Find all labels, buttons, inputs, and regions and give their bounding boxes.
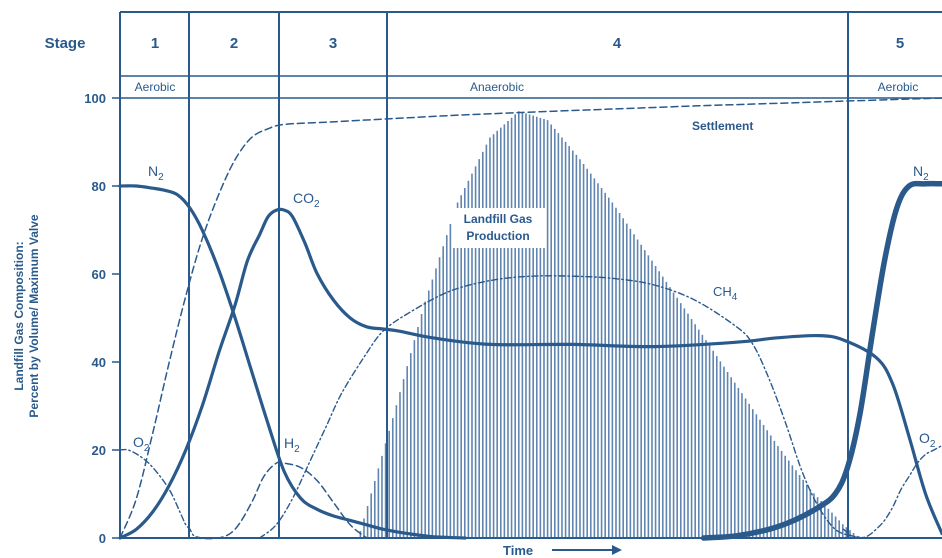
series-line-co2: [118, 207, 942, 540]
ch4-label: CH4: [713, 284, 738, 303]
series-line-o2: [842, 444, 942, 539]
time-arrow-head: [612, 545, 622, 555]
h2-label: H2: [284, 435, 300, 455]
n2-right-label: N2: [913, 163, 929, 183]
production-label-line1: Landfill Gas: [464, 212, 533, 226]
series-line-ch4: [259, 275, 869, 539]
o2-left-label: O2: [133, 434, 150, 454]
chart-frame: [119, 11, 942, 539]
y-axis-title-line2: Percent by Volume/ Maximum Valve: [27, 214, 41, 418]
production-bars: [359, 111, 858, 538]
condition-anaerobic: Anaerobic: [470, 80, 524, 94]
stage-1-label: 1: [151, 35, 159, 52]
time-arrow-icon: [552, 545, 622, 555]
series-line-n2: [118, 184, 467, 540]
stage-4-label: 4: [613, 35, 622, 52]
series-line-settlement: [119, 97, 942, 539]
y-tick-label: 40: [92, 355, 106, 370]
stage-header: Stage: [45, 35, 86, 52]
y-tick-label: 0: [99, 531, 106, 546]
condition-aerobic-end: Aerobic: [878, 80, 919, 94]
settlement-label: Settlement: [692, 119, 753, 133]
production-label-line2: Production: [466, 229, 529, 243]
co2-label: CO2: [293, 190, 320, 210]
y-tick-label: 60: [92, 267, 106, 282]
x-axis-title: Time: [503, 543, 533, 558]
y-tick-label: 20: [92, 443, 106, 458]
series-line-o2: [119, 448, 203, 539]
stage-2-label: 2: [230, 35, 238, 52]
series-line-n2: [700, 180, 942, 541]
n2-left-label: N2: [148, 163, 164, 183]
series-lines: [118, 97, 942, 541]
y-ticks: 0 20 40 60 80 100: [84, 91, 120, 546]
series-line-h2: [193, 461, 368, 540]
y-tick-label: 80: [92, 179, 106, 194]
y-axis-title-line1: Landfill Gas Composition:: [12, 241, 26, 390]
production-label-bg: [452, 208, 545, 248]
condition-aerobic-start: Aerobic: [135, 80, 176, 94]
o2-right-label: O2: [919, 430, 936, 450]
y-tick-label: 100: [84, 91, 106, 106]
stage-5-label: 5: [896, 35, 904, 52]
stage-3-label: 3: [329, 35, 337, 52]
y-axis-title: Landfill Gas Composition: Percent by Vol…: [12, 214, 41, 418]
